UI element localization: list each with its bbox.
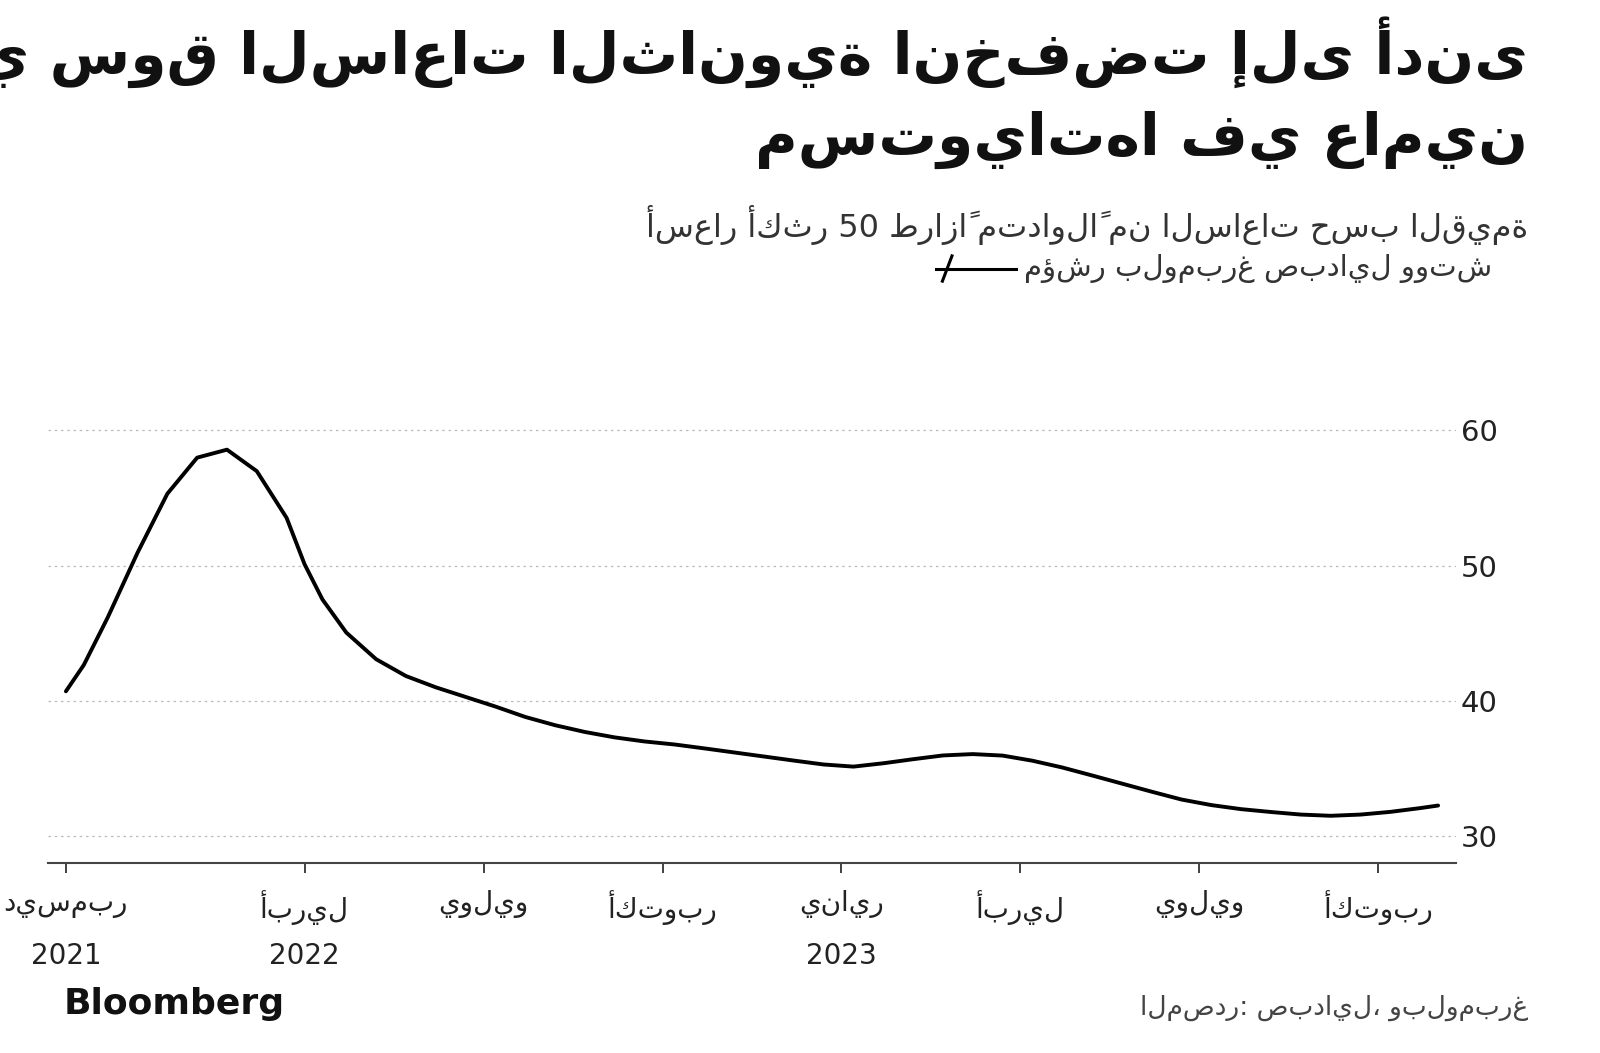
Text: 2021: 2021 xyxy=(30,942,101,971)
Text: أبريل: أبريل xyxy=(976,890,1066,925)
Text: ديسمبر: ديسمبر xyxy=(3,890,128,918)
Text: أبريل: أبريل xyxy=(259,890,349,925)
Text: يوليو: يوليو xyxy=(438,890,528,918)
Text: أكتوبر: أكتوبر xyxy=(1323,890,1434,925)
Text: مؤشر بلومبرغ صبدايل ووتش: مؤشر بلومبرغ صبدايل ووتش xyxy=(1024,254,1493,283)
Text: مستوياتها في عامين: مستوياتها في عامين xyxy=(755,111,1528,168)
Text: 2023: 2023 xyxy=(806,942,877,971)
Text: يناير: يناير xyxy=(798,890,883,918)
Text: الأسعار في سوق الساعات الثانوية انخفضت إلى أدنى: الأسعار في سوق الساعات الثانوية انخفضت إ… xyxy=(0,16,1528,87)
Text: يوليو: يوليو xyxy=(1154,890,1245,918)
Text: أكتوبر: أكتوبر xyxy=(608,890,717,925)
Text: 2022: 2022 xyxy=(269,942,339,971)
Text: المصدر: صبدايل، وبلومبرغ: المصدر: صبدايل، وبلومبرغ xyxy=(1139,995,1528,1021)
Text: Bloomberg: Bloomberg xyxy=(64,988,285,1021)
Text: أسعار أكثر 50 طرازاً متداولاً من الساعات حسب القيمة: أسعار أكثر 50 طرازاً متداولاً من الساعات… xyxy=(646,205,1528,245)
